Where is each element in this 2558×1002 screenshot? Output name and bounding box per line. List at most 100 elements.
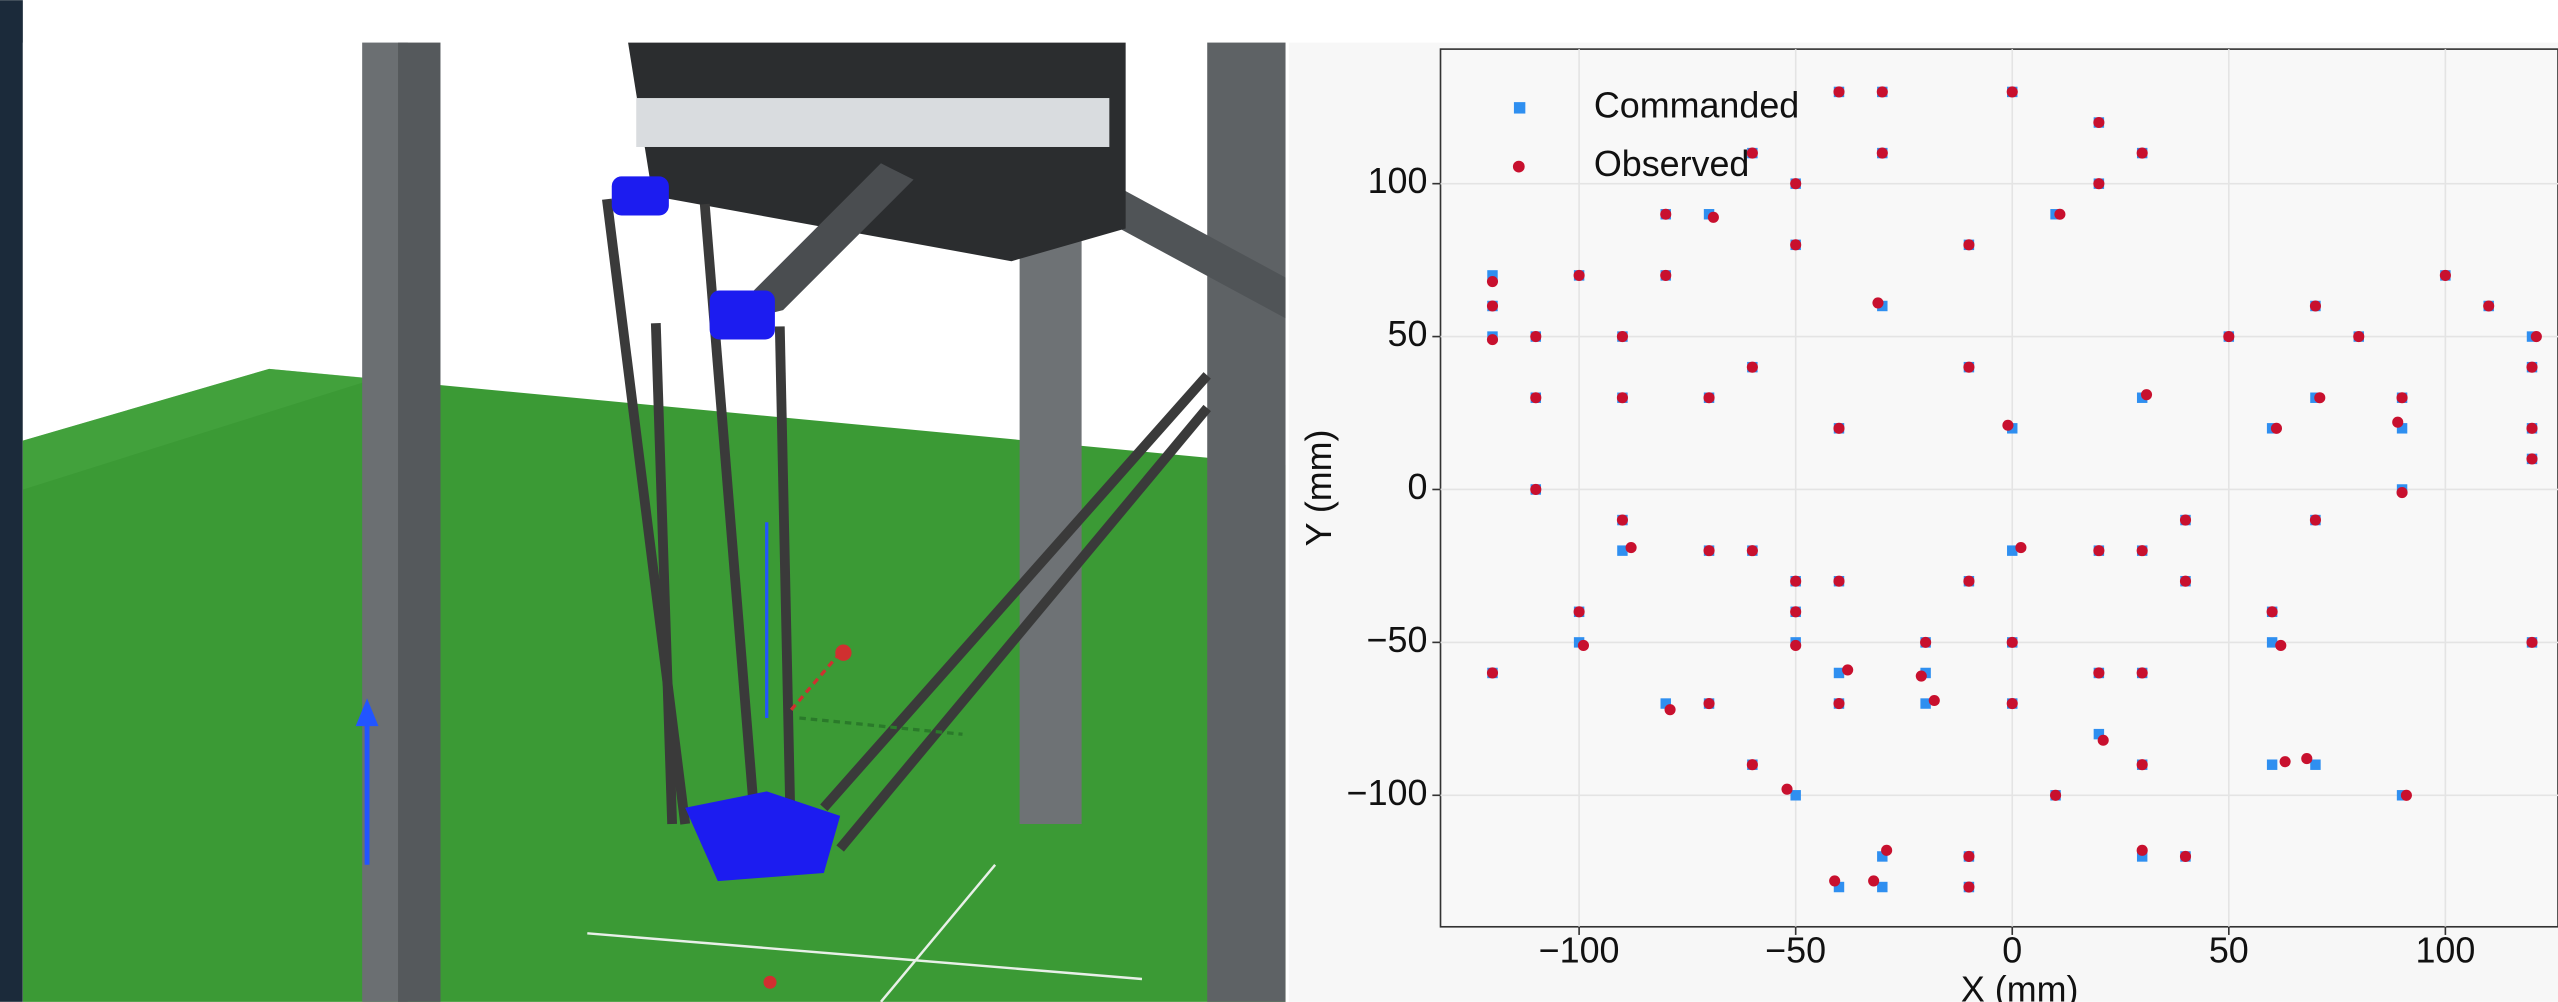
y-tick-label: −100 bbox=[1347, 773, 1428, 813]
point bbox=[2310, 300, 2321, 311]
point bbox=[2401, 790, 2412, 801]
legend-swatch bbox=[1514, 102, 1525, 113]
point bbox=[1868, 875, 1879, 886]
point bbox=[1530, 331, 1541, 342]
point bbox=[2314, 392, 2325, 403]
legend-swatch bbox=[1513, 161, 1525, 173]
point bbox=[1704, 392, 1715, 403]
point bbox=[1833, 698, 1844, 709]
legend-label: Commanded bbox=[1594, 85, 1799, 125]
point bbox=[1790, 178, 1801, 189]
y-tick-label: 100 bbox=[1368, 161, 1428, 201]
point bbox=[1530, 484, 1541, 495]
x-tick-label: −50 bbox=[1765, 930, 1826, 970]
point bbox=[2271, 423, 2282, 434]
point bbox=[1487, 667, 1498, 678]
point bbox=[2310, 515, 2321, 526]
point bbox=[1626, 542, 1637, 553]
point bbox=[1487, 300, 1498, 311]
point bbox=[1617, 392, 1628, 403]
point bbox=[1829, 875, 1840, 886]
point bbox=[2002, 420, 2013, 431]
point bbox=[1833, 86, 1844, 97]
point bbox=[1704, 698, 1715, 709]
point bbox=[1920, 637, 1931, 648]
viewport-3d bbox=[23, 43, 1286, 1002]
point bbox=[2440, 270, 2451, 281]
point bbox=[2137, 667, 2148, 678]
point bbox=[2483, 300, 2494, 311]
point bbox=[1872, 297, 1883, 308]
point bbox=[1487, 276, 1498, 287]
point bbox=[2526, 637, 2537, 648]
point bbox=[2137, 148, 2148, 159]
point bbox=[2280, 756, 2291, 767]
point bbox=[1578, 640, 1589, 651]
point bbox=[2093, 545, 2104, 556]
screenshot: X (mm) Y (mm) −100−50050100−100−50050100… bbox=[0, 0, 2558, 1002]
x-tick-label: −100 bbox=[1539, 930, 1620, 970]
y-tick-label: 0 bbox=[1408, 467, 1428, 507]
point bbox=[1963, 576, 1974, 587]
point bbox=[2267, 759, 2277, 769]
point bbox=[1842, 664, 1853, 675]
point bbox=[2141, 389, 2152, 400]
x-tick-label: 0 bbox=[2002, 930, 2022, 970]
point bbox=[2526, 453, 2537, 464]
y-tick-label: 50 bbox=[1388, 314, 1428, 354]
point bbox=[1833, 576, 1844, 587]
point bbox=[2526, 362, 2537, 373]
window-border bbox=[0, 0, 23, 1002]
point bbox=[1747, 759, 1758, 770]
point bbox=[2397, 392, 2408, 403]
page: {"chart_data": {"type": "scatter", "xlab… bbox=[0, 0, 2558, 1002]
point bbox=[2093, 667, 2104, 678]
point bbox=[1877, 86, 1888, 97]
point bbox=[1665, 704, 1676, 715]
point bbox=[2007, 698, 2018, 709]
point bbox=[1963, 239, 1974, 250]
x-tick-label: 100 bbox=[2415, 930, 2475, 970]
point bbox=[1963, 851, 1974, 862]
point bbox=[2353, 331, 2364, 342]
point bbox=[1574, 270, 1585, 281]
point bbox=[2093, 117, 2104, 128]
point bbox=[1963, 881, 1974, 892]
point bbox=[2180, 515, 2191, 526]
point bbox=[1790, 606, 1801, 617]
point bbox=[1790, 239, 1801, 250]
point bbox=[1708, 212, 1719, 223]
point bbox=[2015, 542, 2026, 553]
point bbox=[1660, 209, 1671, 220]
x-tick-label: 50 bbox=[2209, 930, 2249, 970]
point bbox=[2093, 178, 2104, 189]
point bbox=[1781, 784, 1792, 795]
point bbox=[1617, 331, 1628, 342]
point bbox=[1487, 334, 1498, 345]
point bbox=[1790, 640, 1801, 651]
point bbox=[2180, 851, 2191, 862]
point bbox=[1530, 392, 1541, 403]
point bbox=[2392, 417, 2403, 428]
point bbox=[1660, 270, 1671, 281]
point bbox=[1704, 545, 1715, 556]
point bbox=[1747, 545, 1758, 556]
point bbox=[1617, 515, 1628, 526]
point bbox=[2526, 423, 2537, 434]
point bbox=[1877, 148, 1888, 159]
y-axis-label: Y (mm) bbox=[1299, 429, 1339, 546]
point bbox=[2531, 331, 2542, 342]
point bbox=[2310, 759, 2320, 769]
point bbox=[1929, 695, 1940, 706]
point bbox=[1833, 423, 1844, 434]
point bbox=[2054, 209, 2065, 220]
point bbox=[1790, 576, 1801, 587]
point bbox=[2137, 845, 2148, 856]
point bbox=[1574, 606, 1585, 617]
point bbox=[2050, 790, 2061, 801]
x-axis-label: X (mm) bbox=[1961, 970, 2079, 1002]
point bbox=[2180, 576, 2191, 587]
point bbox=[2223, 331, 2234, 342]
point bbox=[2098, 735, 2109, 746]
point bbox=[2137, 545, 2148, 556]
